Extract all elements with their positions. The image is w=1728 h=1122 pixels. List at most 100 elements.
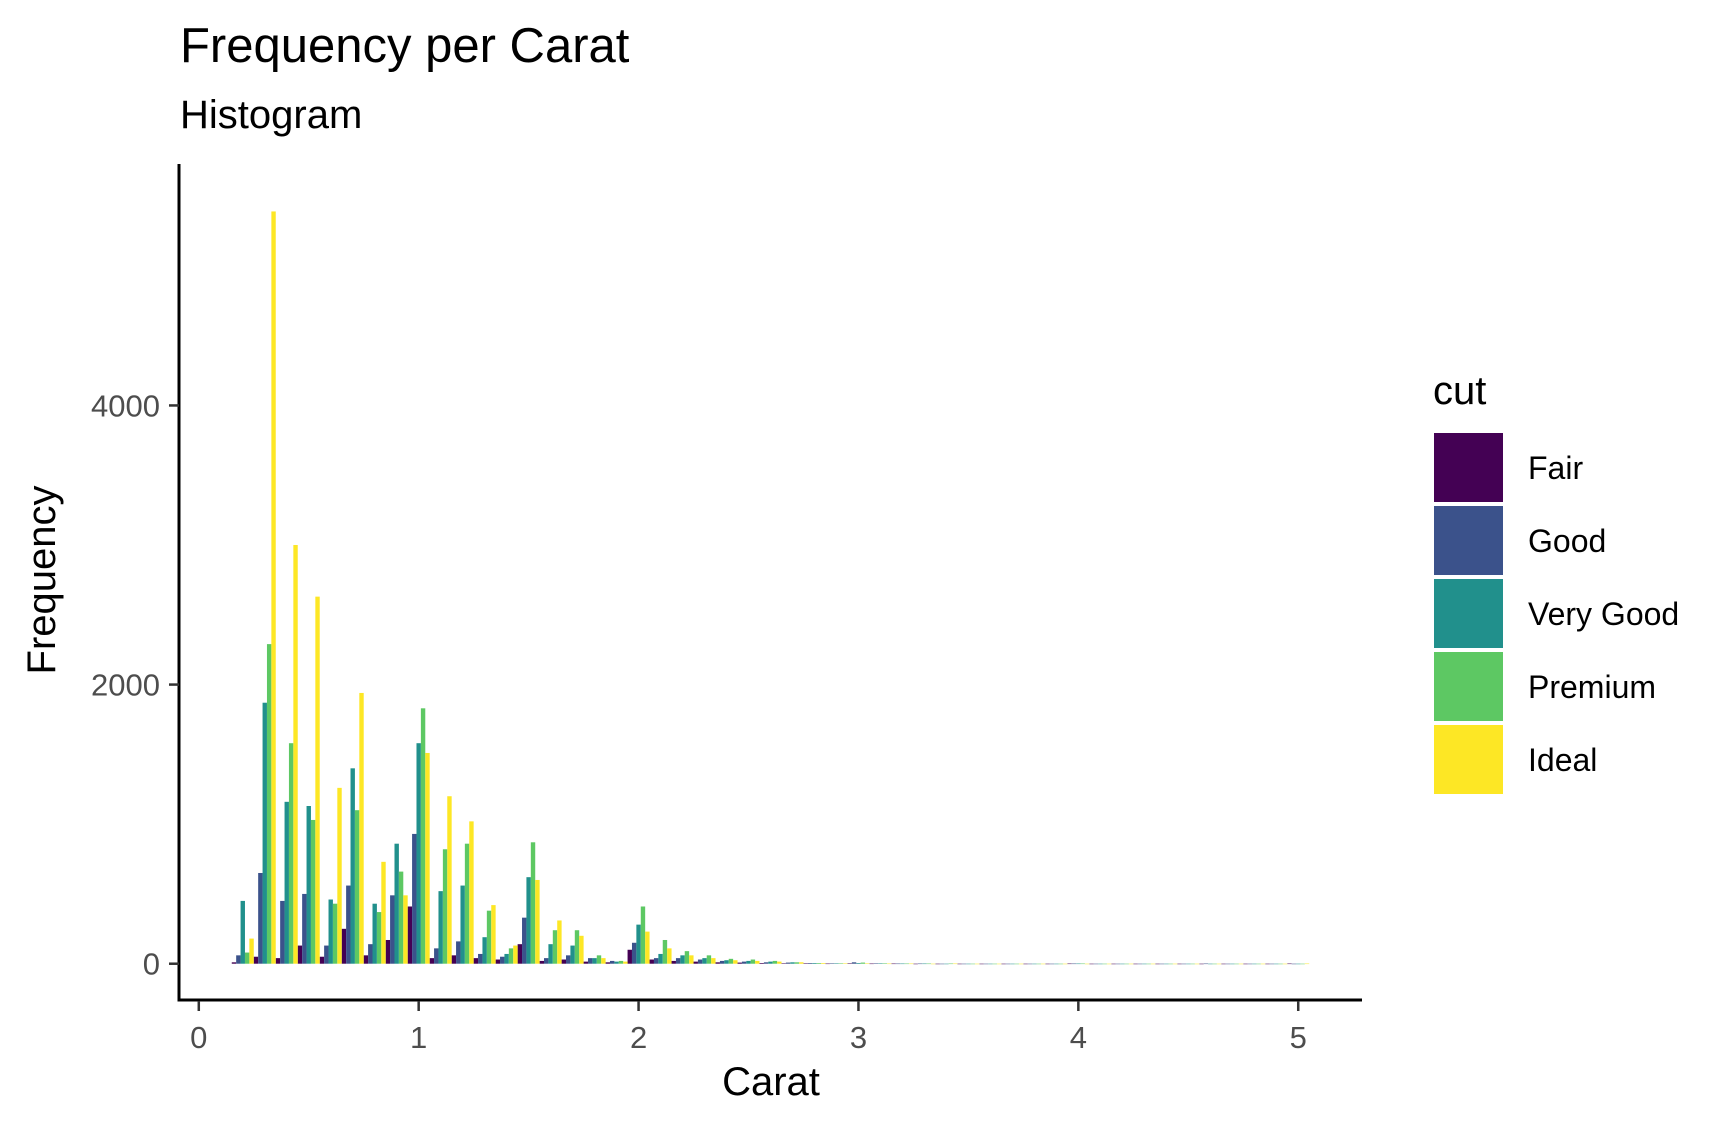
bar-very-good-4.8 [1252,963,1257,965]
bar-ideal-0.5 [315,596,320,964]
bar-ideal-4.4 [1172,963,1178,965]
bar-very-good-1.7 [570,945,575,964]
bar-premium-0.7 [354,810,360,964]
legend-label-fair: Fair [1528,450,1583,486]
bar-fair-3.5 [957,963,962,965]
bar-fair-4.6 [1199,963,1204,965]
bar-fair-2.8 [803,963,808,964]
bar-very-good-1.5 [526,877,531,964]
y-tick-label: 4000 [91,388,160,423]
bar-fair-2.2 [671,960,676,964]
bar-very-good-0.5 [306,806,311,964]
bar-good-4.4 [1159,963,1165,965]
bar-fair-0.9 [385,939,391,964]
bar-premium-2.4 [728,958,734,964]
bar-very-good-1.8 [592,958,597,964]
x-tick-label: 5 [1290,1020,1307,1055]
bar-premium-3.3 [926,963,932,965]
bar-premium-1 [420,708,426,964]
bar-premium-3 [860,962,866,964]
bar-premium-2.8 [816,963,822,964]
bar-ideal-2.4 [733,960,738,964]
bar-premium-5 [1300,963,1305,965]
bar-fair-2.3 [693,961,698,964]
x-tick-label: 1 [410,1020,427,1055]
bar-very-good-2.3 [702,958,707,964]
bar-good-2.8 [807,963,813,964]
y-tick-label: 2000 [91,668,160,703]
bar-very-good-4.7 [1230,963,1235,965]
bar-fair-5 [1287,963,1292,965]
bar-ideal-3.5 [975,963,980,965]
bar-premium-1.4 [508,948,514,964]
bar-ideal-2.1 [667,948,672,964]
bar-very-good-2.5 [746,960,751,964]
legend-swatch-very-good [1434,579,1503,648]
bar-premium-2.1 [662,939,668,964]
bar-good-0.7 [346,885,351,964]
bar-fair-3 [847,963,852,964]
bar-premium-3.4 [948,963,954,965]
bar-fair-0.4 [275,958,281,964]
legend: cut Fair Good Very Good Premium Ideal [1433,369,1679,794]
bar-premium-3.7 [1014,963,1019,965]
bar-good-1.9 [609,960,615,964]
bar-ideal-2 [645,931,650,964]
x-tick-label: 3 [850,1020,867,1055]
bar-very-good-3.6 [988,963,993,965]
legend-label-ideal: Ideal [1528,742,1597,778]
bar-very-good-0.2 [240,900,245,964]
bar-premium-4.2 [1124,963,1129,965]
bar-very-good-4.1 [1098,963,1103,965]
bar-ideal-3.8 [1040,963,1046,965]
bar-good-2.4 [719,960,725,964]
bar-very-good-2.2 [680,955,685,964]
bar-ideal-3.9 [1062,963,1068,965]
ticks-group: 0 1 2 3 4 5 0 2000 4000 [91,388,1307,1055]
bar-good-1.6 [544,958,549,964]
bar-premium-1.7 [574,930,580,964]
bar-very-good-1.4 [504,953,509,964]
bar-good-4.7 [1225,963,1231,965]
bar-premium-1.9 [618,960,624,964]
bar-very-good-3.9 [1054,963,1059,965]
bar-fair-1.4 [495,959,501,964]
bar-good-4.2 [1115,963,1121,965]
bar-ideal-4.7 [1238,963,1244,965]
bar-ideal-3.3 [931,963,936,965]
bar-good-4.1 [1093,963,1099,965]
bar-very-good-1 [416,743,421,964]
bar-fair-1.6 [539,960,545,964]
bar-very-good-1.9 [614,961,619,964]
bar-very-good-3.8 [1032,963,1037,965]
bar-very-good-4.5 [1186,963,1191,965]
bar-good-4.5 [1181,963,1187,965]
bar-premium-2.3 [706,955,712,964]
bar-fair-4.2 [1111,963,1116,965]
bar-good-2.5 [741,961,747,964]
legend-label-good: Good [1528,523,1606,559]
bar-fair-2.7 [781,963,786,964]
bar-very-good-0.7 [350,768,355,964]
bar-good-2.3 [697,959,703,964]
bar-premium-2.9 [838,963,844,964]
bar-very-good-2 [636,924,641,964]
bar-premium-0.6 [332,903,338,964]
bar-good-3.1 [873,963,879,964]
bar-very-good-0.4 [284,801,289,964]
bar-ideal-0.3 [271,211,276,964]
bar-good-0.4 [280,900,285,964]
bar-good-1.1 [434,948,439,964]
bar-very-good-3 [856,963,861,964]
bar-very-good-4.2 [1120,963,1125,965]
bar-premium-3.8 [1036,963,1041,965]
bar-very-good-4 [1076,963,1081,965]
bar-good-4.9 [1269,963,1275,965]
bar-premium-1.1 [442,849,448,964]
bar-premium-4.9 [1278,963,1283,965]
x-tick-label: 0 [190,1020,207,1055]
bar-very-good-0.8 [372,903,377,964]
bar-premium-1.6 [552,930,558,964]
bar-good-1.2 [456,941,461,964]
bar-good-2 [631,942,637,964]
